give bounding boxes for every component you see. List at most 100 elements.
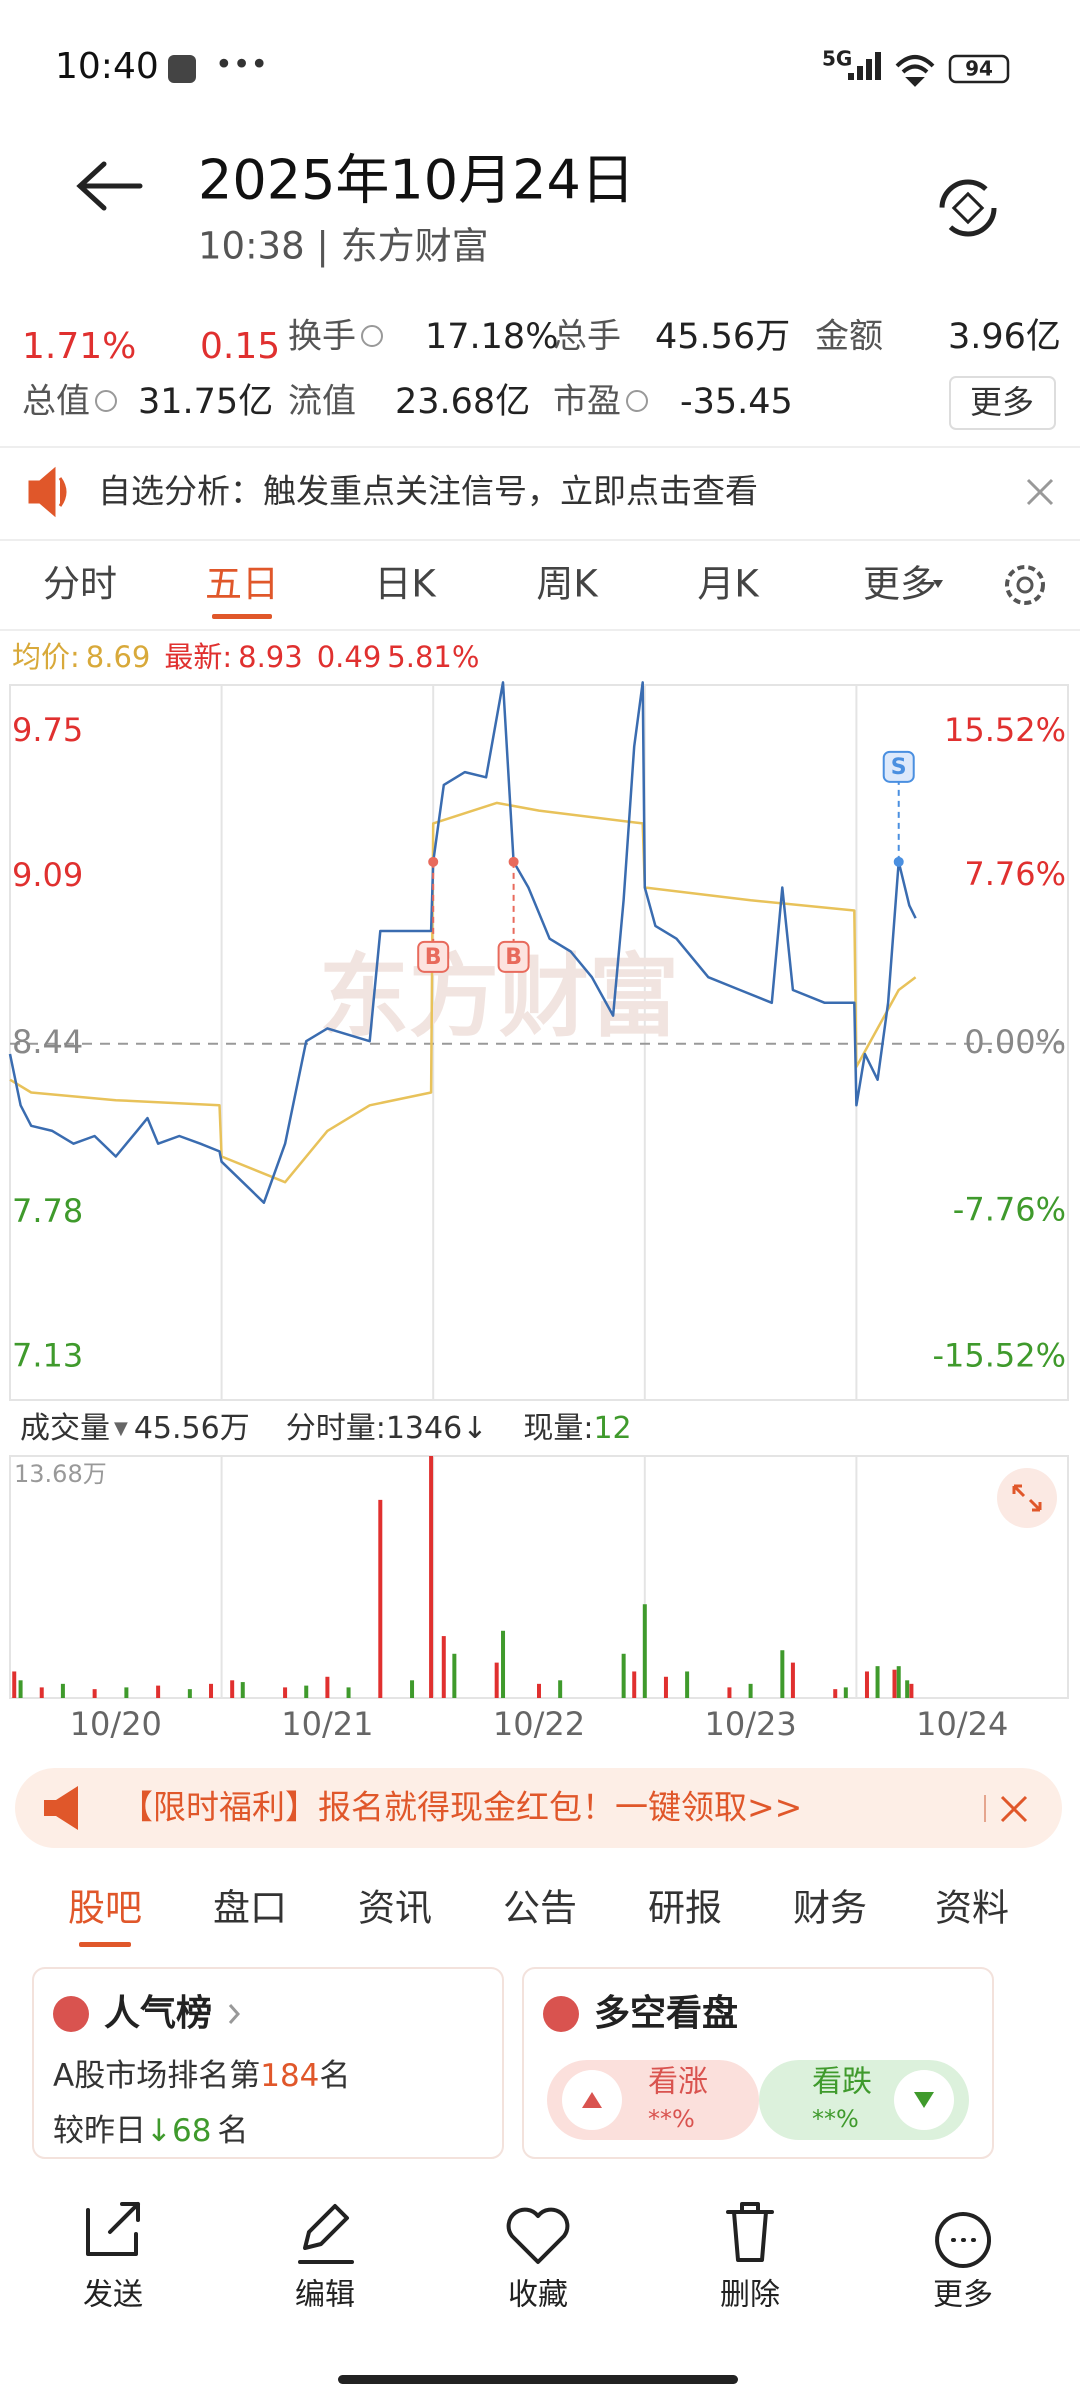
status-icon	[168, 55, 196, 83]
volume-bar	[240, 1682, 245, 1698]
more-button[interactable]	[949, 376, 1056, 430]
x-tick-label: 10/22	[493, 1705, 585, 1743]
x-tick-label: 10/21	[281, 1705, 373, 1743]
banner-close[interactable]	[1000, 1795, 1028, 1823]
info-icon	[361, 325, 383, 347]
tab[interactable]: 日K	[374, 563, 437, 606]
y2-tick-label: -7.76%	[953, 1191, 1066, 1229]
info-icon	[626, 390, 648, 412]
tab[interactable]: 周K	[536, 563, 599, 606]
stat-value: 3.96亿	[948, 317, 1061, 357]
change-prefix: 较昨日	[53, 2113, 146, 2149]
volume-bar	[663, 1676, 668, 1698]
nav-icon[interactable]	[935, 2212, 992, 2268]
nav-label[interactable]: 删除	[720, 2278, 780, 2313]
price-line	[8, 681, 917, 1204]
nav-icon[interactable]	[298, 2204, 354, 2264]
y-tick-label: 7.78	[12, 1192, 83, 1230]
current-value: 12	[593, 1411, 631, 1446]
close-notice[interactable]	[1026, 478, 1054, 506]
section-tab[interactable]: 资料	[935, 1887, 1009, 1930]
volume-bar	[304, 1685, 309, 1698]
legend-item: 最新:	[164, 640, 232, 674]
volume-bar	[92, 1689, 97, 1698]
y-tick-label: 8.44	[12, 1023, 83, 1061]
battery-level: 94	[965, 57, 993, 81]
nav-label[interactable]: 发送	[83, 2278, 143, 2313]
title: 2025年10月24日	[198, 149, 635, 212]
volume-caret: ▼	[114, 1418, 128, 1439]
bull-arrow	[582, 2092, 602, 2108]
volume-bar	[378, 1499, 383, 1698]
tab-indicator	[212, 614, 272, 619]
volume-bar	[632, 1671, 637, 1698]
volume-bar	[909, 1683, 914, 1698]
signal-point	[893, 856, 904, 867]
rank-prefix: A股市场排名第	[53, 2058, 260, 2094]
volume-bar	[124, 1687, 129, 1698]
volume-bar	[558, 1680, 563, 1698]
section-tab[interactable]: 研报	[648, 1887, 722, 1930]
change-value: ↓68	[146, 2113, 211, 2149]
bear-value: **%	[812, 2105, 859, 2133]
rotate-button[interactable]	[939, 179, 997, 237]
card-title: 多空看盘	[594, 1992, 738, 2034]
section-tab[interactable]: 资讯	[358, 1887, 432, 1930]
signal-badge	[417, 940, 450, 973]
section-tab[interactable]: 财务	[793, 1887, 867, 1930]
nav-label[interactable]: 更多	[933, 2278, 993, 2313]
back-button[interactable]	[76, 161, 143, 211]
legend-item: 8.69	[86, 640, 151, 674]
volume-bar	[685, 1671, 690, 1698]
chart-frame	[9, 684, 1069, 1401]
legend-item: 5.81%	[387, 640, 479, 674]
notice-text[interactable]: 自选分析：触发重点关注信号，立即点击查看	[98, 472, 758, 511]
settings-button[interactable]	[1005, 565, 1045, 605]
legend-item: 0.49	[317, 640, 382, 674]
section-tab[interactable]: 盘口	[213, 1887, 287, 1930]
volume-legend: 成交量 ▼ 45.56万 分时量:1346↓ 现量:12	[20, 1411, 632, 1446]
nav-icon[interactable]	[86, 2202, 140, 2256]
nav-icon[interactable]	[726, 2202, 774, 2262]
tab[interactable]: 五日	[205, 563, 279, 606]
volume-bar	[642, 1604, 647, 1698]
rank-suffix: 名	[319, 2058, 350, 2094]
volume-bar	[156, 1685, 161, 1698]
banner-text: 【限时福利】报名就得现金红包！一键领取>>	[120, 1788, 802, 1827]
legend-item: 8.93	[238, 640, 303, 674]
popularity-card[interactable]	[32, 1967, 504, 2159]
y2-tick-label: 15.52%	[944, 711, 1066, 749]
stat-value: 45.56万	[655, 317, 790, 357]
volume-bar	[429, 1456, 434, 1698]
battery	[948, 54, 1010, 84]
clock: 10:40	[55, 46, 159, 87]
change-suffix: 名	[217, 2113, 248, 2149]
volume-bar	[39, 1687, 44, 1698]
expand-button[interactable]	[997, 1468, 1057, 1528]
current-label: 现量:	[523, 1411, 593, 1446]
signal-bar	[866, 59, 872, 80]
tab[interactable]: 分时	[43, 563, 117, 606]
section-tab[interactable]: 公告	[503, 1887, 577, 1930]
bull-value: **%	[648, 2105, 695, 2133]
volume-bar	[410, 1680, 415, 1698]
volume-max: 13.68万	[14, 1460, 107, 1488]
tab-caret	[933, 580, 943, 588]
chevron	[228, 2004, 241, 2024]
signal-point	[428, 856, 439, 867]
legend: 均价: 8.69 最新: 8.93 0.49 5.81%	[12, 640, 479, 674]
header-bg	[0, 100, 1080, 300]
volume-bar	[621, 1653, 626, 1698]
section-tab[interactable]: 股吧	[68, 1887, 142, 1930]
banner[interactable]	[15, 1768, 1062, 1848]
stat-label: 总值	[22, 382, 90, 422]
tab[interactable]: 更多	[863, 563, 937, 606]
signal-label: S	[891, 755, 907, 780]
volume-bar	[896, 1666, 901, 1698]
nav-icon[interactable]	[506, 2207, 570, 2264]
nav-label[interactable]: 收藏	[508, 2278, 568, 2313]
nav-label[interactable]: 编辑	[295, 2278, 355, 2313]
signal-badge	[497, 940, 530, 973]
signal-bar	[848, 73, 854, 80]
tab[interactable]: 月K	[697, 563, 760, 606]
